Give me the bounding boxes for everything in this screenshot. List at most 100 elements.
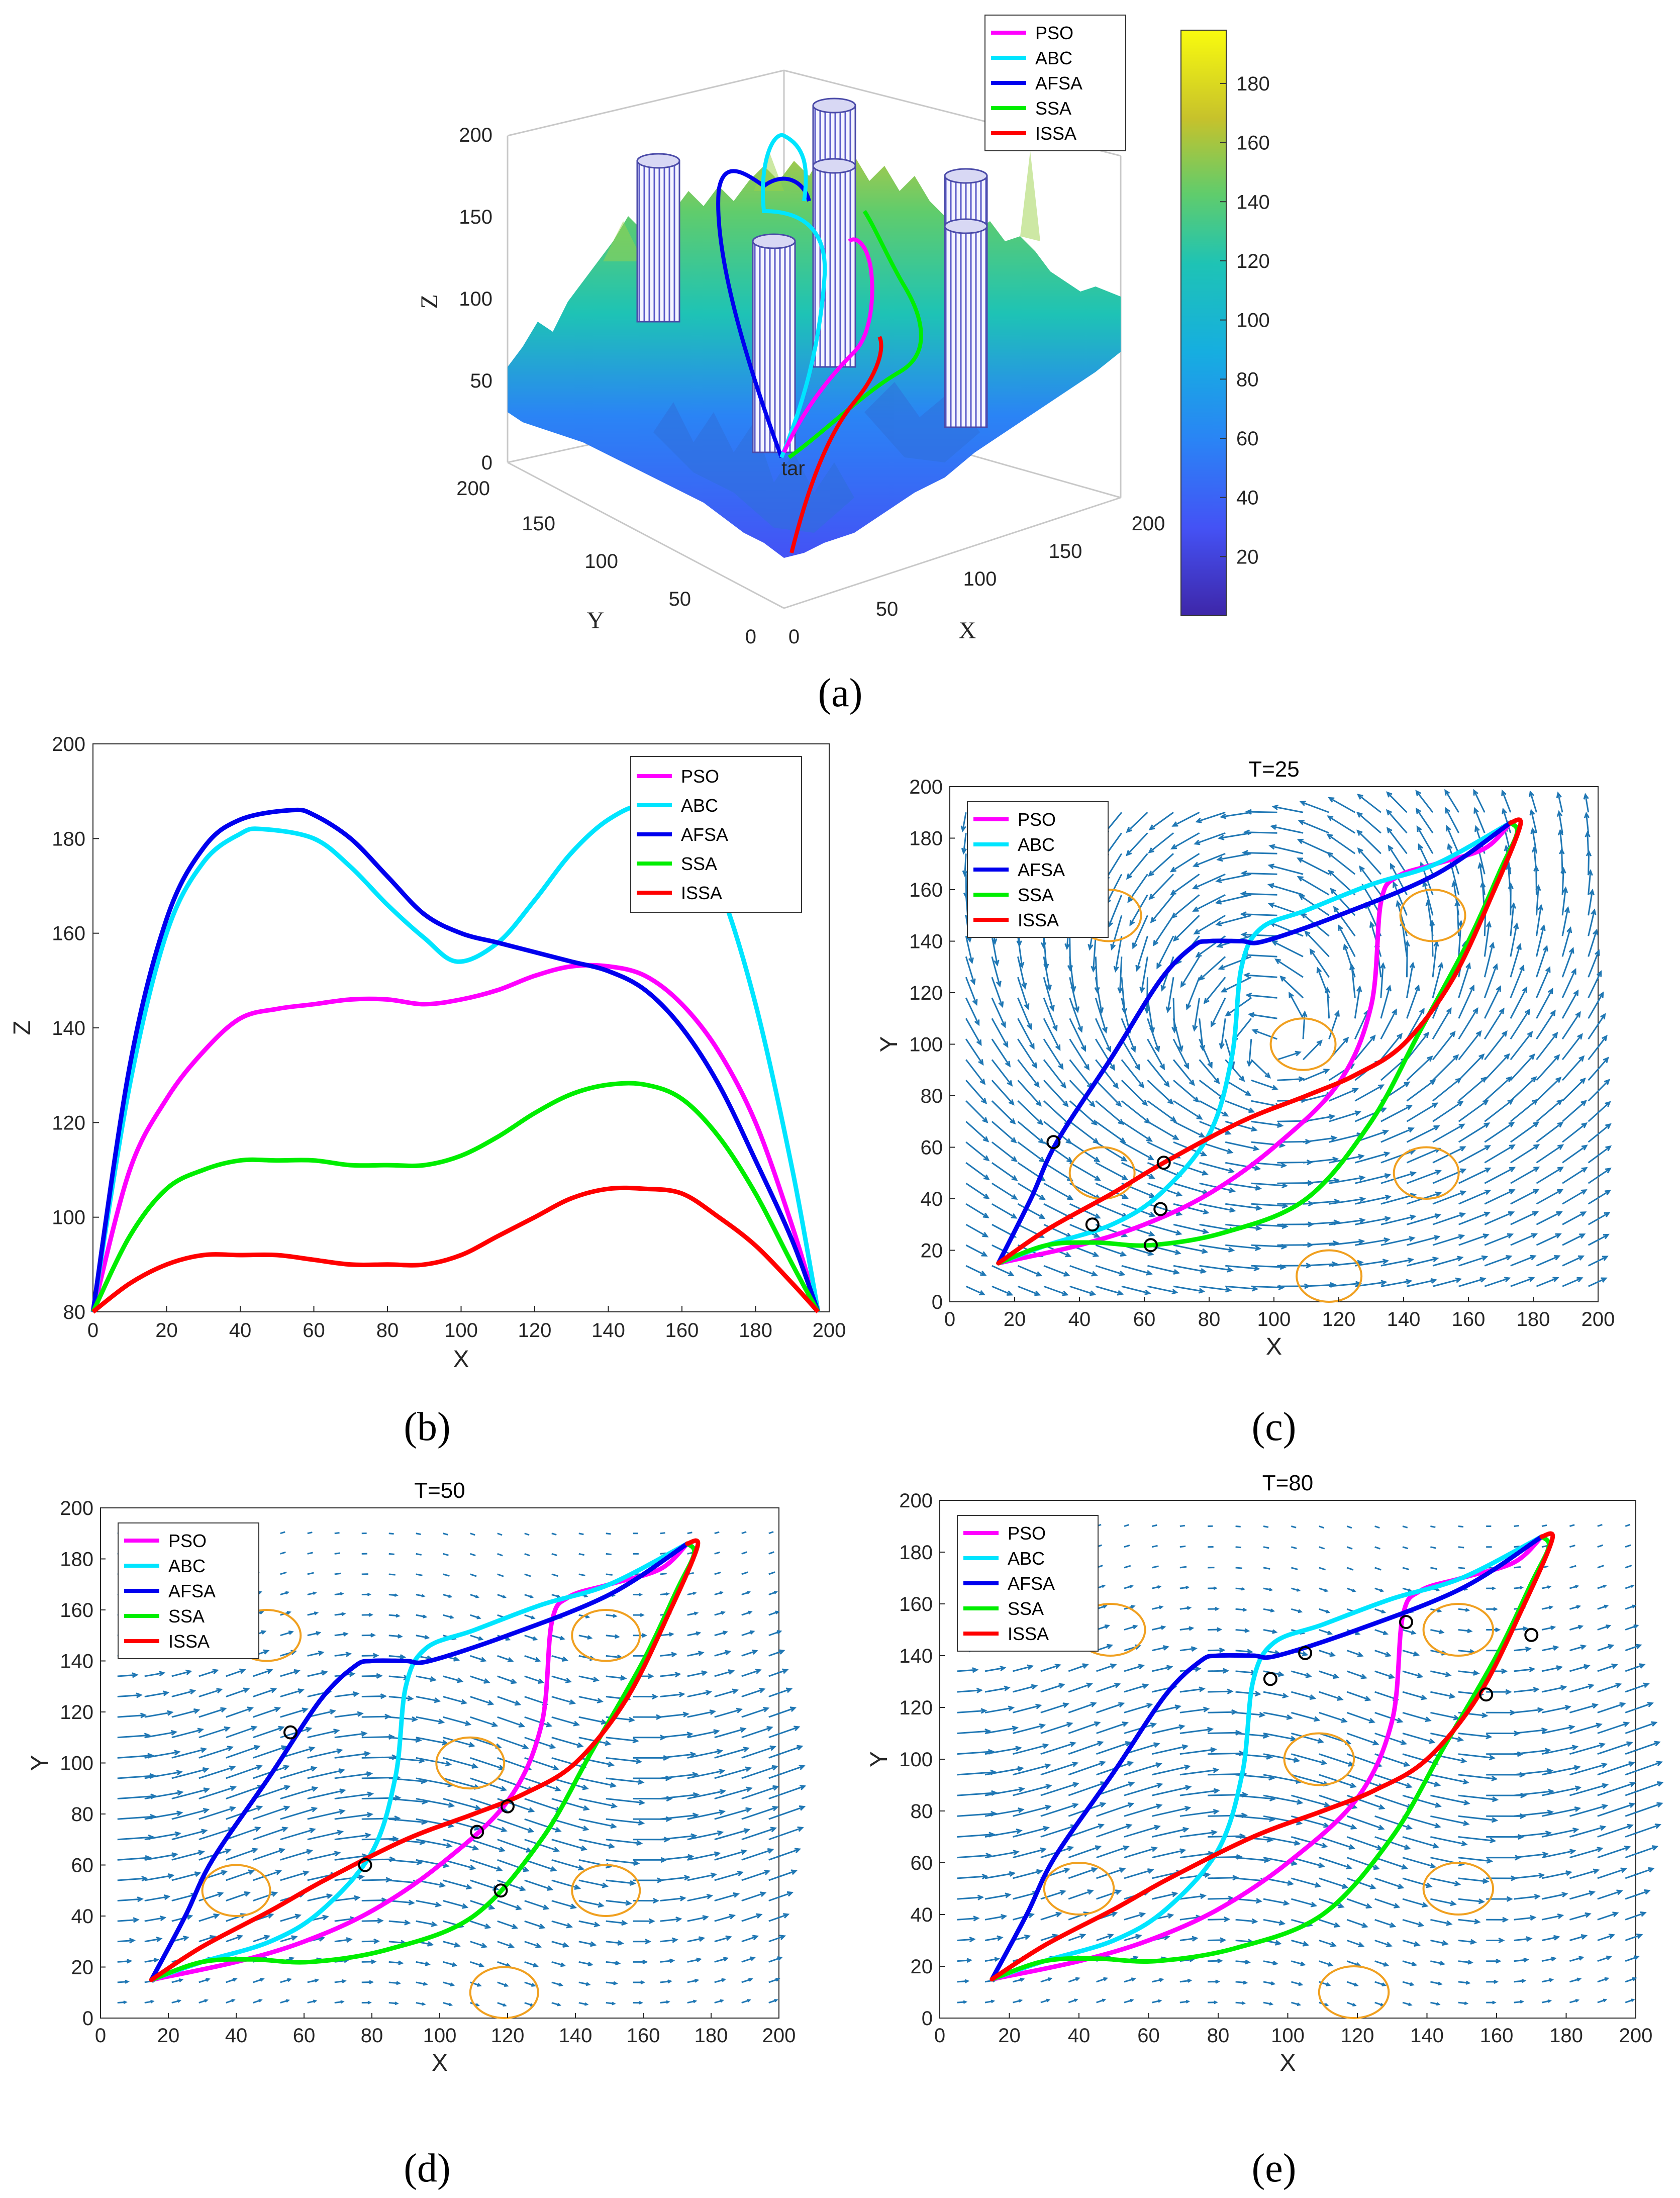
- wind-arrow-head: [775, 1610, 780, 1614]
- wind-arrow: [1588, 1079, 1610, 1102]
- wind-arrow: [957, 1709, 986, 1713]
- wind-arrow-head: [198, 1850, 205, 1856]
- wind-arrow: [1569, 1784, 1608, 1796]
- wind-arrow: [1043, 1162, 1073, 1181]
- wind-arrow: [1458, 1733, 1491, 1738]
- wind-arrow-head: [696, 1957, 702, 1962]
- legend-label-SSA: SSA: [168, 1606, 205, 1627]
- y-tick-label: 60: [911, 1852, 933, 1874]
- wind-arrow: [1243, 852, 1277, 854]
- wind-arrow-head: [1047, 1977, 1053, 1981]
- wind-arrow: [1458, 1008, 1478, 1040]
- wind-arrow-head: [1251, 1029, 1258, 1034]
- wind-arrow-head: [1152, 940, 1159, 947]
- wind-arrow: [1040, 1723, 1072, 1734]
- wind-arrow-head: [287, 1978, 292, 1982]
- wind-arrow-head: [1486, 1858, 1494, 1864]
- wind-arrow: [1625, 1890, 1650, 1900]
- wind-arrow-head: [1583, 793, 1589, 800]
- z-tick: 200: [459, 124, 492, 146]
- x-tick: 150: [1049, 540, 1082, 562]
- wind-arrow: [1533, 847, 1537, 875]
- wind-arrow: [470, 1696, 493, 1705]
- wind-arrow: [1458, 1212, 1490, 1225]
- cylinder-1: [636, 153, 680, 323]
- wind-arrow-head: [1534, 1893, 1541, 1900]
- wind-arrow-head: [1358, 1238, 1365, 1245]
- wind-arrow: [1510, 1031, 1533, 1061]
- wind-arrow: [1430, 1753, 1466, 1762]
- threat-circle: [1399, 889, 1466, 942]
- wind-arrow-head: [176, 1770, 183, 1776]
- colorbar-tick-label: 20: [1236, 546, 1259, 568]
- wind-arrow-head: [1191, 1646, 1198, 1652]
- wind-arrow-head: [1203, 1706, 1210, 1712]
- wind-arrow-head: [1036, 1869, 1043, 1875]
- wind-arrow: [1484, 1144, 1515, 1164]
- wind-arrow: [226, 1870, 254, 1881]
- wind-arrow-head: [1003, 1041, 1009, 1048]
- wind-arrow: [768, 1707, 796, 1718]
- wind-arrow: [1235, 1919, 1257, 1923]
- wind-arrow-head: [1004, 1685, 1011, 1691]
- wind-arrow: [1458, 964, 1470, 998]
- wind-arrow: [1167, 977, 1174, 1012]
- x-tick-label: 0: [87, 1319, 98, 1342]
- wind-arrow-head: [1199, 1686, 1206, 1692]
- wind-arrow-head: [1039, 1213, 1046, 1219]
- wind-arrow-head: [1067, 1846, 1074, 1852]
- wind-arrow: [1597, 1846, 1630, 1859]
- wind-arrow-head: [230, 1785, 237, 1791]
- wind-arrow: [1305, 931, 1330, 958]
- wind-arrow: [551, 1553, 557, 1556]
- wind-arrow: [1329, 1240, 1364, 1246]
- wind-arrow: [1458, 1919, 1479, 1923]
- wind-arrow-head: [1356, 811, 1363, 818]
- wind-arrow: [1208, 1690, 1232, 1693]
- wind-arrow-head: [162, 1690, 170, 1696]
- wind-arrow-head: [1298, 1982, 1304, 1986]
- wind-arrow: [388, 1757, 424, 1762]
- wind-arrow-head: [1216, 942, 1223, 948]
- wind-arrow: [1597, 1544, 1604, 1548]
- wind-arrow: [1402, 1919, 1423, 1927]
- wind-arrow: [1173, 1285, 1204, 1292]
- wind-arrow-head: [1560, 1685, 1567, 1691]
- wind-arrow-head: [1604, 1977, 1610, 1981]
- wind-arrow-head: [464, 1721, 472, 1727]
- wind-arrow: [280, 1915, 301, 1922]
- wind-arrow: [1235, 1670, 1256, 1674]
- wind-arrow-head: [1126, 850, 1132, 856]
- wind-arrow-head: [569, 1699, 576, 1705]
- wind-arrow-head: [1094, 1175, 1101, 1181]
- wind-arrow: [497, 1777, 533, 1791]
- wind-arrow: [1156, 935, 1174, 969]
- wind-arrow-head: [1254, 1245, 1262, 1252]
- wind-arrow-head: [1232, 1875, 1239, 1881]
- wind-arrow-head: [701, 1670, 708, 1676]
- wind-arrow-head: [254, 1745, 261, 1751]
- wind-arrow: [1569, 1804, 1607, 1817]
- wind-arrow: [1430, 1877, 1460, 1885]
- wind-arrow: [768, 1631, 781, 1637]
- wind-arrow-head: [1189, 1079, 1195, 1086]
- wind-arrow: [1095, 1038, 1115, 1070]
- wind-arrow: [1541, 1850, 1575, 1859]
- series-line-SSA: [90, 1081, 820, 1313]
- legend-label-PSO: PSO: [681, 766, 719, 787]
- wind-arrow-head: [1357, 1260, 1364, 1266]
- position-marker: [1263, 1672, 1277, 1686]
- wind-arrow: [957, 1771, 996, 1776]
- wind-arrow-head: [1455, 1277, 1462, 1283]
- wind-arrow: [1302, 1012, 1306, 1039]
- wind-arrow-head: [1066, 1722, 1073, 1728]
- wind-arrow: [524, 1981, 535, 1987]
- wind-arrow-head: [640, 1980, 646, 1985]
- wind-arrow: [1354, 1174, 1390, 1184]
- wind-arrow: [1291, 1981, 1302, 1985]
- wind-arrow-head: [1581, 1122, 1588, 1128]
- wind-arrow: [1235, 1960, 1249, 1963]
- wind-arrow: [1588, 1035, 1607, 1061]
- wind-arrow-head: [367, 1791, 374, 1797]
- wind-arrow: [1354, 987, 1361, 1019]
